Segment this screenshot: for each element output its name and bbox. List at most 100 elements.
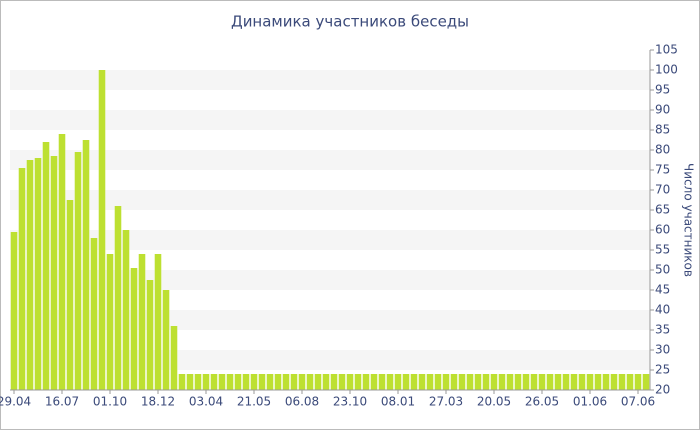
y-tick-label: 80 [655,143,670,157]
bar [194,374,202,390]
bar [266,374,274,390]
bar [114,206,122,390]
bar [354,374,362,390]
bar [538,374,546,390]
bar [450,374,458,390]
grid-stripe [10,270,650,290]
bar [530,374,538,390]
bar [570,374,578,390]
bar [314,374,322,390]
bar [578,374,586,390]
grid-stripe [10,150,650,170]
bar [274,374,282,390]
chart-title: Динамика участников беседы [231,13,469,31]
bar [394,374,402,390]
x-tick-label: 06.08 [285,395,319,409]
y-tick-label: 55 [655,243,670,257]
bar [10,232,18,390]
x-tick-label: 20.05 [477,395,511,409]
x-tick-label: 01.10 [93,395,127,409]
bar [482,374,490,390]
y-tick-label: 95 [655,83,670,97]
y-tick-label: 60 [655,223,670,237]
x-tick-label: 03.04 [189,395,223,409]
bar [506,374,514,390]
bar [602,374,610,390]
bar [522,374,530,390]
y-tick-label: 75 [655,163,670,177]
bar [226,374,234,390]
bar [474,374,482,390]
bar [162,290,170,390]
y-axis-label: Число участников [682,163,696,277]
bar [234,374,242,390]
x-tick-label: 16.07 [45,395,79,409]
grid-stripe [10,190,650,210]
bar [210,374,218,390]
bar [442,374,450,390]
bar [554,374,562,390]
bar [634,374,642,390]
bar [586,374,594,390]
bar [386,374,394,390]
bar [426,374,434,390]
bar [34,158,42,390]
y-tick-label: 70 [655,183,670,197]
bar [642,374,650,390]
bar [610,374,618,390]
bar [250,374,258,390]
x-tick-label: 07.06 [621,395,655,409]
bar [306,374,314,390]
y-tick-label: 30 [655,343,670,357]
bar [58,134,66,390]
bar [362,374,370,390]
bar [618,374,626,390]
y-tick-label: 40 [655,303,670,317]
bar [146,280,154,390]
bar [202,374,210,390]
bar [546,374,554,390]
grid-stripe [10,110,650,130]
bar [322,374,330,390]
x-tick-label: 29.04 [0,395,31,409]
bar [74,152,82,390]
x-tick-label: 27.03 [429,395,463,409]
bar [130,268,138,390]
bar [50,156,58,390]
y-tick-label: 35 [655,323,670,337]
y-tick-label: 50 [655,263,670,277]
bar [370,374,378,390]
y-tick-label: 85 [655,123,670,137]
x-tick-label: 18.12 [141,395,175,409]
bar [170,326,178,390]
bar [186,374,194,390]
bar [18,168,26,390]
bar [378,374,386,390]
y-tick-label: 65 [655,203,670,217]
bar [434,374,442,390]
bar [458,374,466,390]
grid-stripe [10,350,650,370]
bar [26,160,34,390]
y-tick-label: 20 [655,383,670,397]
bar [282,374,290,390]
grid-stripe [10,310,650,330]
bar [42,142,50,390]
bar [562,374,570,390]
bar [154,254,162,390]
x-tick-label: 21.05 [237,395,271,409]
bar [242,374,250,390]
bar [466,374,474,390]
bar [338,374,346,390]
y-tick-label: 100 [655,63,678,77]
grid-stripe [10,70,650,90]
x-tick-label: 23.10 [333,395,367,409]
bar [298,374,306,390]
bar [178,374,186,390]
x-tick-label: 26.05 [525,395,559,409]
bar [346,374,354,390]
bar [66,200,74,390]
x-tick-label: 08.01 [381,395,415,409]
y-tick-label: 25 [655,363,670,377]
bar [514,374,522,390]
